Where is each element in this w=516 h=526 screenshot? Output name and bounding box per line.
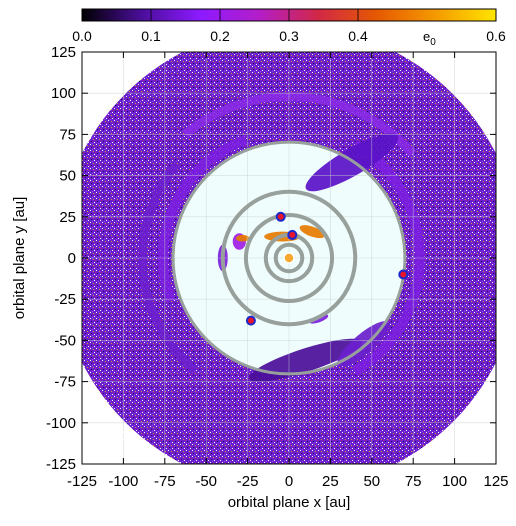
x-tick-label: -25 <box>237 473 259 490</box>
dust-arc <box>158 135 248 303</box>
planet-marker <box>398 269 409 280</box>
planet-marker <box>275 211 286 222</box>
x-tick-label: 100 <box>442 473 467 490</box>
y-tick-label: -50 <box>54 332 76 349</box>
colorbar-label: e0 <box>423 29 436 48</box>
time-annotation-text: t=t <box>99 421 121 440</box>
x-tick-label: 50 <box>363 473 380 490</box>
colorbar-label-text: e <box>423 29 430 44</box>
y-tick-label: 50 <box>59 168 76 185</box>
colorbar-ticks: 0.0 0.1 0.2 0.3 0.4 0.6 <box>72 9 506 44</box>
y-tick-label: 25 <box>59 209 76 226</box>
y-tick-label: 75 <box>59 126 76 143</box>
colorbar: 0.0 0.1 0.2 0.3 0.4 0.6 e0 <box>72 8 506 48</box>
y-tick-label: -100 <box>46 415 76 432</box>
time-annotation: t=t0 <box>99 421 127 443</box>
x-axis-ticks: -125 -100 -75 -50 -25 0 25 50 75 100 125 <box>67 52 509 490</box>
y-tick-label: -75 <box>54 374 76 391</box>
y-tick-label: 125 <box>51 44 76 61</box>
y-tick-label: -125 <box>46 456 76 473</box>
dust-clump <box>299 225 325 239</box>
dust-arc <box>182 92 416 157</box>
x-tick-label: 0 <box>285 473 293 490</box>
x-tick-label: 25 <box>322 473 339 490</box>
y-tick-label: 0 <box>68 250 76 267</box>
orbit-ring <box>171 140 407 376</box>
x-tick-label: -125 <box>67 473 97 490</box>
plot-area: -125 -100 -75 -50 -25 0 25 50 75 100 125 -125-100-… <box>46 44 509 490</box>
planet-marker <box>245 315 256 326</box>
x-tick-label: 75 <box>405 473 422 490</box>
dust-clump <box>305 133 399 192</box>
colorbar-tick-label: 0.4 <box>348 28 368 44</box>
colorbar-tick-label: 0.2 <box>210 28 230 44</box>
x-tick-label: -75 <box>154 473 176 490</box>
x-tick-label: 125 <box>483 473 508 490</box>
star-layer <box>283 252 295 264</box>
x-axis-label: orbital plane x [au] <box>228 494 351 511</box>
colorbar-tick-label: 0.6 <box>486 28 506 44</box>
dust-arc <box>138 161 198 374</box>
colorbar-label-subscript: 0 <box>430 37 436 48</box>
y-axis-ticks: -125 -100 -75 -50 -25 0 25 50 75 100 125 <box>46 44 496 473</box>
orbit-ring <box>273 242 305 274</box>
x-tick-label: -50 <box>195 473 217 490</box>
planet-marker <box>287 229 298 240</box>
colorbar-tick-label: 0.0 <box>72 28 92 44</box>
x-tick-label: -100 <box>108 473 138 490</box>
y-tick-label: 100 <box>51 85 76 102</box>
y-tick-label: -25 <box>54 291 76 308</box>
orbit-ring <box>220 189 358 327</box>
colorbar-tick-label: 0.3 <box>279 28 299 44</box>
dust-clump <box>236 234 250 242</box>
y-axis-label: orbital plane y [au] <box>11 197 28 320</box>
planets <box>245 211 409 326</box>
dust-clump <box>248 338 363 382</box>
central-star <box>283 252 295 264</box>
colorbar-tick-label: 0.1 <box>141 28 161 44</box>
time-annotation-subscript: 0 <box>120 429 127 443</box>
orbit-ring <box>243 212 335 304</box>
